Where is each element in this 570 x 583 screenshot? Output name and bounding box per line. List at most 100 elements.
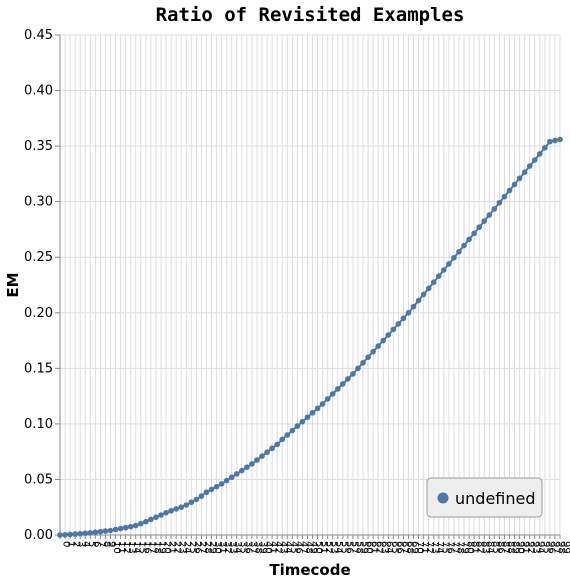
data-point [491,206,498,212]
data-point [138,520,144,527]
x-tick-label: 73 [429,541,440,554]
x-tick-label: 62 [374,541,385,554]
data-point [516,175,523,182]
x-tick-label: 66 [394,541,405,554]
legend-label: undefined [455,489,536,508]
data-point [435,273,442,279]
x-tick-label: 64 [384,541,395,554]
data-point [72,531,78,537]
data-point [552,137,558,144]
x-tick-label: 32 [222,541,233,554]
x-tick-label: 26 [192,541,203,554]
data-point [97,528,104,535]
x-tick-label: 93 [530,541,541,554]
x-tick-label: 43 [278,541,289,554]
x-tick-label: 13 [126,541,137,554]
data-point [304,414,311,421]
data-point [218,481,225,487]
data-point [259,453,265,459]
x-tick-label: 36 [242,541,253,554]
x-tick-label: 16 [141,541,152,554]
data-point [334,386,341,392]
data-point [112,526,119,533]
x-tick-label: 38 [252,541,263,554]
data-point [375,343,381,349]
data-point [107,527,114,534]
x-tick-label: 46 [293,541,304,554]
data-point [173,506,179,512]
data-point [299,418,306,425]
legend-symbol [437,492,449,504]
x-tick-label: 17 [146,541,157,554]
data-point [143,518,149,525]
x-tick-label: 9 [106,541,117,547]
x-tick-label: 78 [454,541,465,554]
data-point [309,409,316,416]
data-point [117,525,124,532]
x-tick-label: 49 [308,541,319,554]
y-tick-label: 0.00 [24,528,53,543]
data-point [471,230,477,237]
data-point [542,144,548,151]
data-point [289,427,296,434]
data-point [249,461,255,467]
x-tick-label: 14 [131,541,142,554]
x-tick-label: 30 [212,541,223,554]
x-tick-label: 7 [96,541,107,547]
data-point [254,457,260,463]
data-point [446,261,452,267]
y-tick-label: 0.05 [24,472,53,487]
x-axis-title: Timecode [269,561,350,579]
x-tick-label: 86 [495,541,506,554]
series-layer [57,136,563,538]
data-point [380,337,387,344]
data-point [148,516,154,523]
x-tick-label: 25 [187,541,198,554]
data-point [163,509,169,516]
data-point [87,529,94,536]
x-tick-label: 41 [268,541,279,554]
data-point [178,504,185,511]
data-point [57,532,63,538]
data-point [536,151,543,157]
x-tick-label: 40 [263,541,274,554]
data-point [395,321,402,327]
x-tick-label: 6 [91,541,102,547]
grid [59,34,561,536]
data-point [410,303,417,310]
data-point [360,359,366,366]
y-tick-label: 0.10 [24,417,53,432]
data-point [340,381,346,387]
data-point [153,514,159,521]
y-axis: 0.00 0.05 0.10 0.15 0.20 0.25 0.30 0.35 0.40 0.45 [24,28,61,543]
x-tick-label: 31 [217,541,228,554]
x-tick-label: 68 [404,541,415,554]
data-point [506,187,513,194]
data-point [269,445,275,452]
x-tick-label: 12 [121,541,132,554]
x-tick-label: 47 [298,541,309,554]
x-tick-label: 22 [172,541,183,554]
x-tick-label: 48 [303,541,314,554]
x-tick-label: 23 [177,541,188,554]
x-tick-label: 79 [459,541,470,554]
x-tick-label: 4 [81,541,92,547]
x-tick-label: 21 [167,541,178,554]
data-point [415,297,422,304]
x-axis: 0123456789101112131415161718192021222324… [59,534,570,554]
data-point [319,401,326,407]
data-point [82,530,89,537]
x-tick-label: 89 [510,541,521,554]
x-tick-label: 74 [434,541,445,554]
x-tick-label: 85 [490,541,501,554]
y-tick-label: 0.35 [24,139,53,154]
x-tick-label: 34 [232,541,243,554]
x-tick-label: 67 [399,541,410,554]
data-point [228,474,235,481]
x-tick-label: 5 [86,541,97,547]
x-tick-label: 76 [444,541,455,554]
x-tick-label: 95 [540,541,551,554]
x-tick-label: 70 [414,541,425,554]
data-point [208,486,215,493]
